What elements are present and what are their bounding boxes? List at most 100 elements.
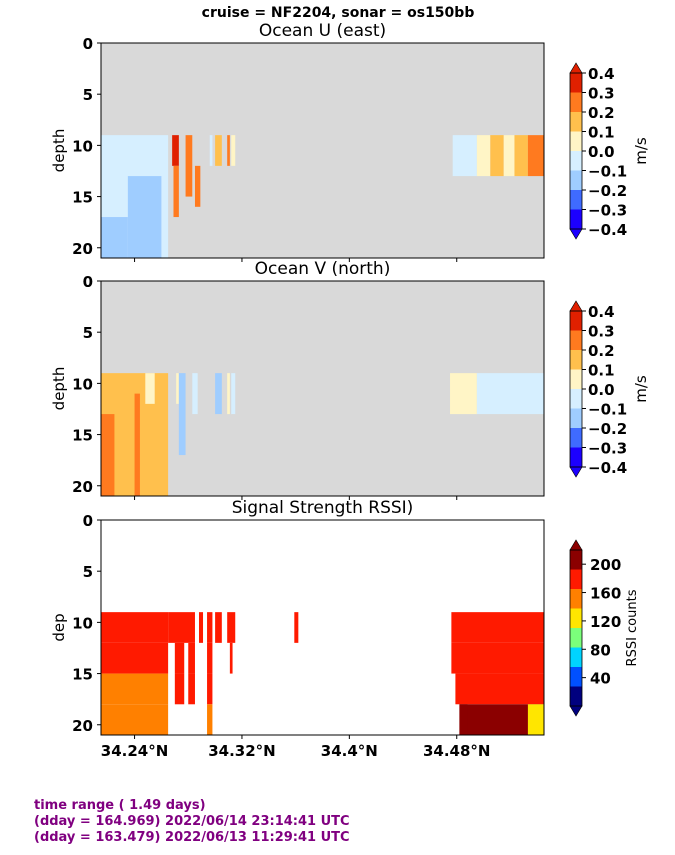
colorbar-tick-label: 160 <box>590 585 621 603</box>
data-cell <box>527 135 544 177</box>
colorbar-extend-min <box>569 705 583 717</box>
panel-title: Signal Strength RSSI) <box>232 498 414 518</box>
data-cell <box>127 176 162 258</box>
panel-title: Ocean V (north) <box>255 259 391 279</box>
colorbar-label: m/s <box>632 137 650 165</box>
data-cell <box>172 135 179 166</box>
data-cell <box>503 135 515 177</box>
x-tick-label: 34.48°N <box>423 742 491 760</box>
data-cell <box>229 642 233 674</box>
data-cell <box>450 373 477 415</box>
colorbar-extend-min <box>569 228 583 240</box>
data-cell <box>215 373 222 415</box>
data-cell <box>174 642 185 674</box>
colorbar-segment <box>570 667 582 687</box>
data-cell <box>227 135 230 166</box>
colorbar-tick-label: −0.1 <box>588 401 627 419</box>
colorbar-segment <box>570 389 582 409</box>
data-cell <box>101 704 169 735</box>
data-cell <box>134 393 140 496</box>
colorbar-segment <box>570 428 582 448</box>
colorbar-extend-max <box>569 62 583 74</box>
colorbar-label: m/s <box>632 375 650 403</box>
colorbar-segment <box>570 112 582 132</box>
data-cell <box>188 642 195 674</box>
time-range-line: time range ( 1.49 days) <box>34 798 206 813</box>
figure-suptitle: cruise = NF2204, sonar = os150bb <box>202 5 475 21</box>
data-cell <box>451 642 544 674</box>
data-cell <box>192 373 198 415</box>
colorbar-tick-label: −0.3 <box>588 202 627 220</box>
y-tick-label: 0 <box>83 273 93 291</box>
y-tick-label: 0 <box>83 35 93 53</box>
end-time-line: (dday = 164.969) 2022/06/14 23:14:41 UTC <box>34 814 350 829</box>
colorbar-segment <box>570 131 582 152</box>
colorbar-tick-label: 0.4 <box>588 303 615 321</box>
colorbar-tick-label: −0.2 <box>588 420 627 438</box>
data-cell <box>451 612 544 643</box>
data-cell <box>174 673 185 705</box>
colorbar-extend-max <box>569 300 583 312</box>
colorbar-segment <box>570 589 582 609</box>
panel-1: Ocean U (east) 0 5 10 15 20 depth 0.4 0.30.2 0.10… <box>50 21 650 262</box>
data-cell <box>101 414 115 496</box>
data-cell <box>176 373 179 404</box>
colorbar: 200 160 120 80 40 RSSI counts <box>569 539 640 717</box>
data-cell <box>455 673 544 705</box>
data-cell <box>207 704 213 735</box>
colorbar: 0.4 0.30.2 0.10.0 −0.1−0.2 −0.3−0.4 m/s <box>569 62 650 240</box>
colorbar-segment <box>570 408 582 429</box>
x-tick-label: 34.32°N <box>208 742 276 760</box>
data-cell <box>215 135 222 166</box>
time-range-footer: time range ( 1.49 days) (dday = 164.969)… <box>34 798 350 846</box>
colorbar-tick-label: 40 <box>590 670 611 688</box>
data-cell <box>209 135 213 166</box>
data-cell <box>207 612 213 643</box>
x-tick-label: 34.24°N <box>101 742 169 760</box>
data-cell <box>227 373 230 415</box>
colorbar-tick-label: 0.0 <box>588 143 615 161</box>
colorbar-tick-label: −0.3 <box>588 440 627 458</box>
y-tick-label: 10 <box>72 614 93 632</box>
colorbar-segment <box>570 170 582 191</box>
data-cell <box>476 373 544 415</box>
colorbar-segment <box>570 647 582 668</box>
colorbar-extend-max <box>569 539 583 551</box>
data-cell <box>198 612 204 643</box>
data-cell <box>476 135 491 177</box>
y-tick-label: 5 <box>83 324 93 342</box>
colorbar-tick-label: 200 <box>590 556 621 574</box>
data-cell <box>215 612 222 643</box>
data-cell <box>527 704 544 735</box>
colorbar-segment <box>570 350 582 370</box>
colorbar-label: RSSI counts <box>625 589 640 666</box>
colorbar-segment <box>570 92 582 113</box>
colorbar-tick-label: 0.0 <box>588 381 615 399</box>
panel-title: Ocean U (east) <box>259 21 386 41</box>
data-cell <box>459 704 468 735</box>
data-cell <box>188 673 195 705</box>
colorbar-segment <box>570 608 582 629</box>
plot-frame <box>100 280 545 497</box>
colorbar-segment <box>570 311 582 331</box>
colorbar-segment <box>570 190 582 210</box>
y-tick-label: 15 <box>72 666 93 684</box>
data-cell <box>514 135 528 177</box>
data-cell <box>231 135 236 166</box>
colorbar-tick-label: 80 <box>590 641 611 659</box>
colorbar-tick-label: 0.4 <box>588 65 615 83</box>
y-tick-label: 15 <box>72 427 93 445</box>
colorbar-tick-label: 0.1 <box>588 362 615 380</box>
y-axis-label: depth <box>50 129 68 173</box>
data-cell <box>178 373 186 456</box>
y-tick-label: 10 <box>72 137 93 155</box>
y-tick-label: 20 <box>72 478 93 496</box>
data-cell <box>101 673 169 705</box>
panel-3: Signal Strength RSSI) 0 5 10 15 20 dep 34.24°N 3… <box>50 498 640 760</box>
colorbar-frame <box>569 549 583 707</box>
colorbar-tick-label: −0.1 <box>588 163 627 181</box>
data-cell <box>185 135 193 197</box>
x-tick-label: 34.4°N <box>321 742 378 760</box>
start-time-line: (dday = 163.479) 2022/06/13 11:29:41 UTC <box>34 830 350 845</box>
colorbar-tick-label: −0.4 <box>588 459 627 477</box>
